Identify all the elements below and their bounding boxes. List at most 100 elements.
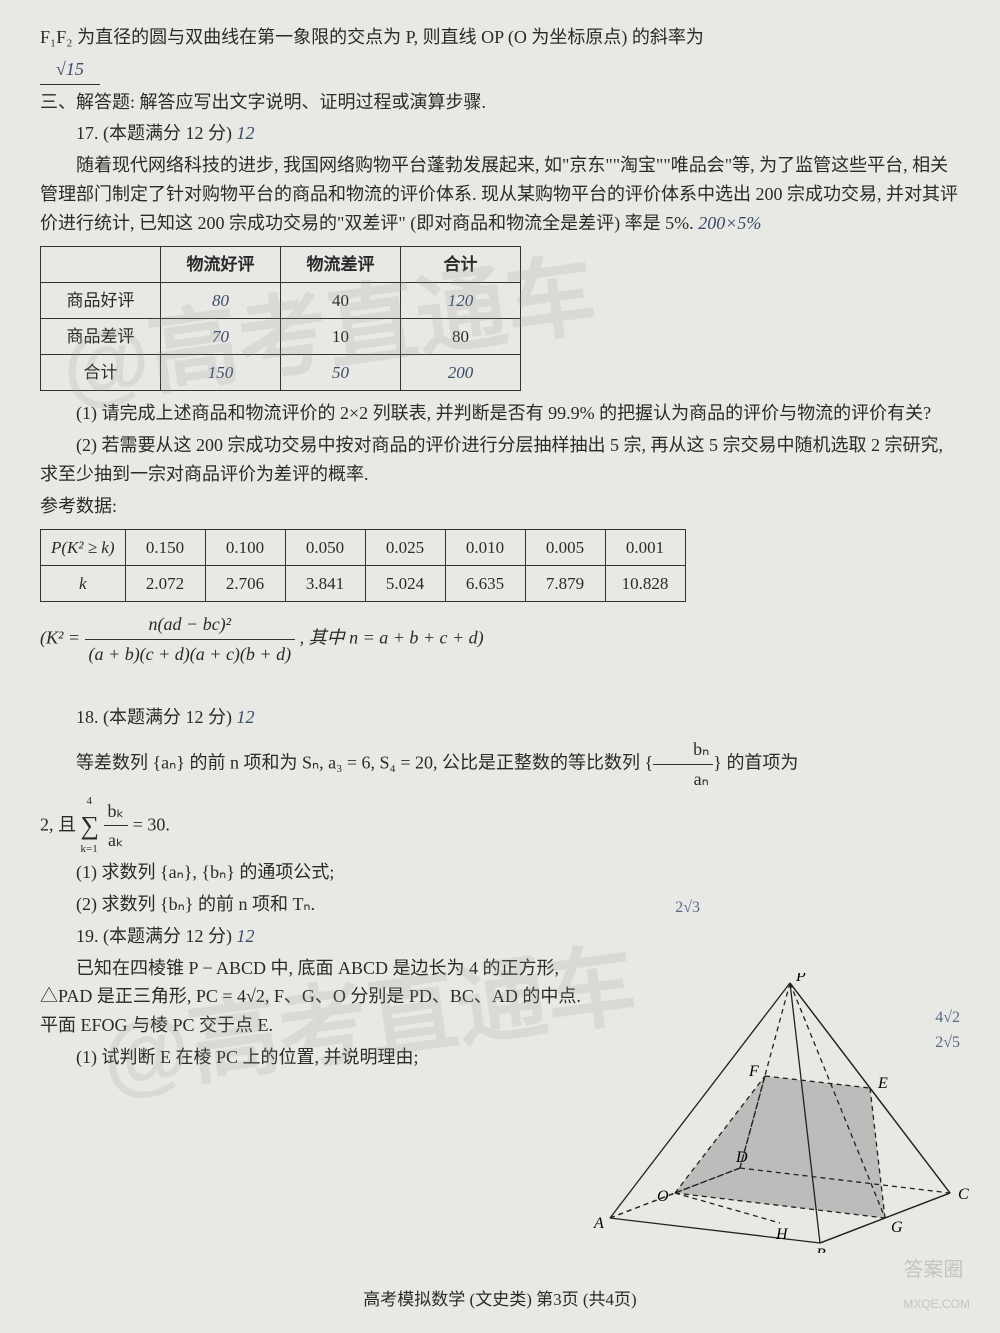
cell: 80 [161,282,281,318]
q19-title: 19. (本题满分 12 分) 12 [40,922,960,951]
q17-sub1: (1) 请完成上述商品和物流评价的 2×2 列联表, 并判断是否有 99.9% … [40,399,960,428]
svg-text:P: P [795,973,806,985]
frac-num: bₖ [104,797,129,827]
cell: 0.050 [285,529,365,565]
brand2: MXQE.COM [903,1297,970,1311]
cell: 80 [401,318,521,354]
q18-title: 18. (本题满分 12 分) 12 [40,703,960,732]
q18-title-text: 18. (本题满分 12 分) [76,707,232,727]
q18-p1: 等差数列 {aₙ} 的前 n 项和为 Sₙ, a₃ = 6, S₄ = 20, … [40,735,960,794]
q18-p1a: 等差数列 {aₙ} 的前 n 项和为 Sₙ, a₃ = 6, S₄ = 20, … [76,753,640,773]
q18-sub1: (1) 求数列 {aₙ}, {bₙ} 的通项公式; [40,858,960,887]
cell: 3.841 [285,565,365,601]
q18-p2b: = 30. [133,814,170,834]
frac-num: bₙ [653,735,713,765]
q17-ref-label: 参考数据: [40,492,960,521]
q19-title-text: 19. (本题满分 12 分) [76,926,232,946]
table-header: 物流好评 [161,246,281,282]
cell: 0.150 [125,529,205,565]
cell: 200 [401,355,521,391]
q18-sub2: (2) 求数列 {bₙ} 的前 n 项和 Tₙ. [40,890,960,919]
answer-blank-line: √15 [40,55,960,85]
q19-hw-score: 12 [237,926,255,946]
cell: 0.025 [365,529,445,565]
cell: 10 [281,318,401,354]
svg-text:O: O [657,1188,669,1205]
q17-contingency-table: 物流好评 物流差评 合计 商品好评 80 40 120 商品差评 70 10 8… [40,246,521,392]
q17-formula: (K² = n(ad − bc)² (a + b)(c + d)(a + c)(… [40,610,960,669]
formula-left: (K² = [40,627,85,647]
q19-p1: 已知在四棱锥 P − ABCD 中, 底面 ABCD 是边长为 4 的正方形, … [40,954,600,1040]
formula-fraction: n(ad − bc)² (a + b)(c + d)(a + c)(b + d) [85,610,296,669]
q18-sum-frac: bₖ aₖ [104,797,129,856]
table-header: 合计 [401,246,521,282]
table-row: k 2.072 2.706 3.841 5.024 6.635 7.879 10… [41,565,686,601]
svg-text:G: G [891,1219,903,1236]
footer-brand: 答案圈 MXQE.COM [903,1254,970,1318]
header-fragment: F₁F₂ 为直径的圆与双曲线在第一象限的交点为 P, 则直线 OP (O 为坐标… [40,23,960,52]
cell: 2.072 [125,565,205,601]
svg-text:D: D [735,1149,748,1166]
table-row: 商品差评 70 10 80 [41,318,521,354]
cell: 40 [281,282,401,318]
table-row: P(K² ≥ k) 0.150 0.100 0.050 0.025 0.010 … [41,529,686,565]
q17-title: 17. (本题满分 12 分) 12 [40,119,960,148]
q19-figure: P A B C D O F E G H [590,973,970,1253]
q18-frac: bₙ aₙ [653,735,713,794]
q17-reference-table: P(K² ≥ k) 0.150 0.100 0.050 0.025 0.010 … [40,529,686,602]
q17-sub2: (2) 若需要从这 200 宗成功交易中按对商品的评价进行分层抽样抽出 5 宗,… [40,431,960,489]
row-label: 商品差评 [41,318,161,354]
cell: 0.005 [525,529,605,565]
formula-right: , 其中 n = a + b + c + d) [300,627,484,647]
cell: 7.879 [525,565,605,601]
cell: 5.024 [365,565,445,601]
formula-den: (a + b)(c + d)(a + c)(b + d) [85,640,296,669]
row-label: 商品好评 [41,282,161,318]
page-footer: 高考模拟数学 (文史类) 第3页 (共4页) [0,1286,1000,1313]
svg-text:C: C [958,1186,969,1203]
svg-text:F: F [748,1063,759,1080]
cell: 10.828 [605,565,685,601]
sum-lower: k=1 [81,841,98,859]
q17-p1: 随着现代网络科技的进步, 我国网络购物平台蓬勃发展起来, 如"京东""淘宝""唯… [40,155,958,233]
row-label: 合计 [41,355,161,391]
table-row: 合计 150 50 200 [41,355,521,391]
q17-hw-annotation: 200×5% [698,213,761,233]
brand1: 答案圈 [903,1259,963,1281]
svg-text:A: A [593,1215,604,1232]
row-label: k [41,565,126,601]
q18-p1b: 的首项为 [726,753,798,773]
summation: 4 ∑ k=1 [81,805,100,847]
table-row: 商品好评 80 40 120 [41,282,521,318]
sum-upper: 4 [87,793,93,811]
q17-hw-score: 12 [237,123,255,143]
section-title: 三、解答题: 解答应写出文字说明、证明过程或演算步骤. [40,88,960,117]
hw-note: 2√3 [675,895,700,921]
q18-p2: 2, 且 4 ∑ k=1 bₖ aₖ = 30. [40,797,960,856]
cell: 120 [401,282,521,318]
svg-text:B: B [816,1246,826,1253]
table-header [41,246,161,282]
svg-text:E: E [877,1075,888,1092]
cell: 70 [161,318,281,354]
cell: 6.635 [445,565,525,601]
cell: 0.001 [605,529,685,565]
frac-den: aₙ [653,765,713,794]
sigma-icon: ∑ [81,811,100,840]
frac-den: aₖ [104,826,129,855]
table-header: 物流差评 [281,246,401,282]
answer-blank: √15 [40,55,100,85]
q18-p2a: 2, 且 [40,814,81,834]
cell: 2.706 [205,565,285,601]
row-label: P(K² ≥ k) [41,529,126,565]
cell: 0.010 [445,529,525,565]
pyramid-diagram: P A B C D O F E G H [590,973,970,1253]
cell: 50 [281,355,401,391]
cell: 0.100 [205,529,285,565]
cell: 150 [161,355,281,391]
svg-text:H: H [775,1226,789,1243]
q17-title-text: 17. (本题满分 12 分) [76,123,232,143]
table-header-row: 物流好评 物流差评 合计 [41,246,521,282]
q18-hw-score: 12 [237,707,255,727]
header-text: F₁F₂ 为直径的圆与双曲线在第一象限的交点为 P, 则直线 OP (O 为坐标… [40,27,704,47]
